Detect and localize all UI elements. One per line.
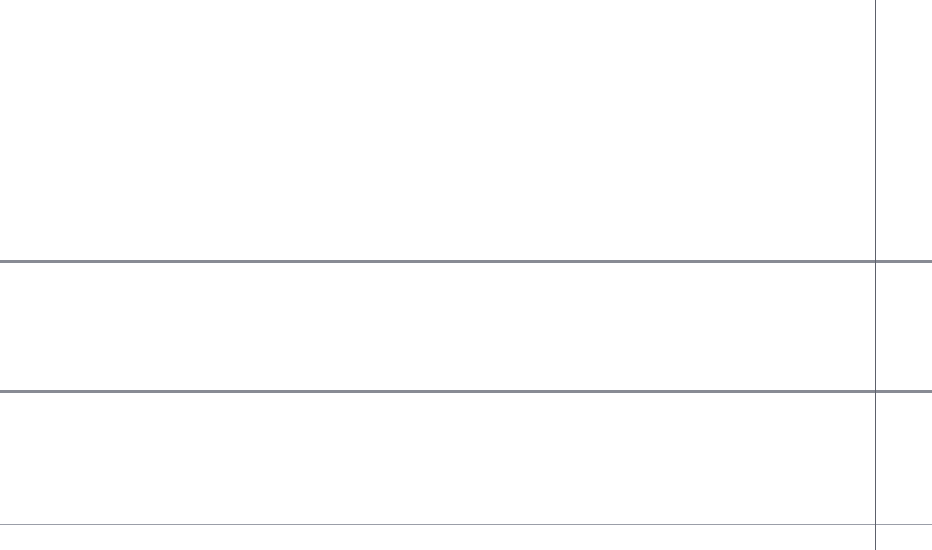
price-axis-border xyxy=(875,0,876,550)
pane-separator-main-stoch[interactable] xyxy=(0,260,932,263)
pane-separator-stoch-rsi[interactable] xyxy=(0,390,932,393)
time-axis-border xyxy=(0,524,932,525)
